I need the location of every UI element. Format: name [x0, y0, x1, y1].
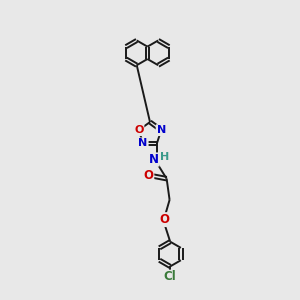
- Text: H: H: [160, 152, 170, 162]
- Text: N: N: [157, 125, 166, 135]
- Text: O: O: [159, 213, 169, 226]
- Text: O: O: [134, 125, 143, 135]
- Text: Cl: Cl: [164, 270, 176, 283]
- Text: N: N: [139, 138, 148, 148]
- Text: O: O: [143, 169, 153, 182]
- Text: N: N: [149, 153, 159, 166]
